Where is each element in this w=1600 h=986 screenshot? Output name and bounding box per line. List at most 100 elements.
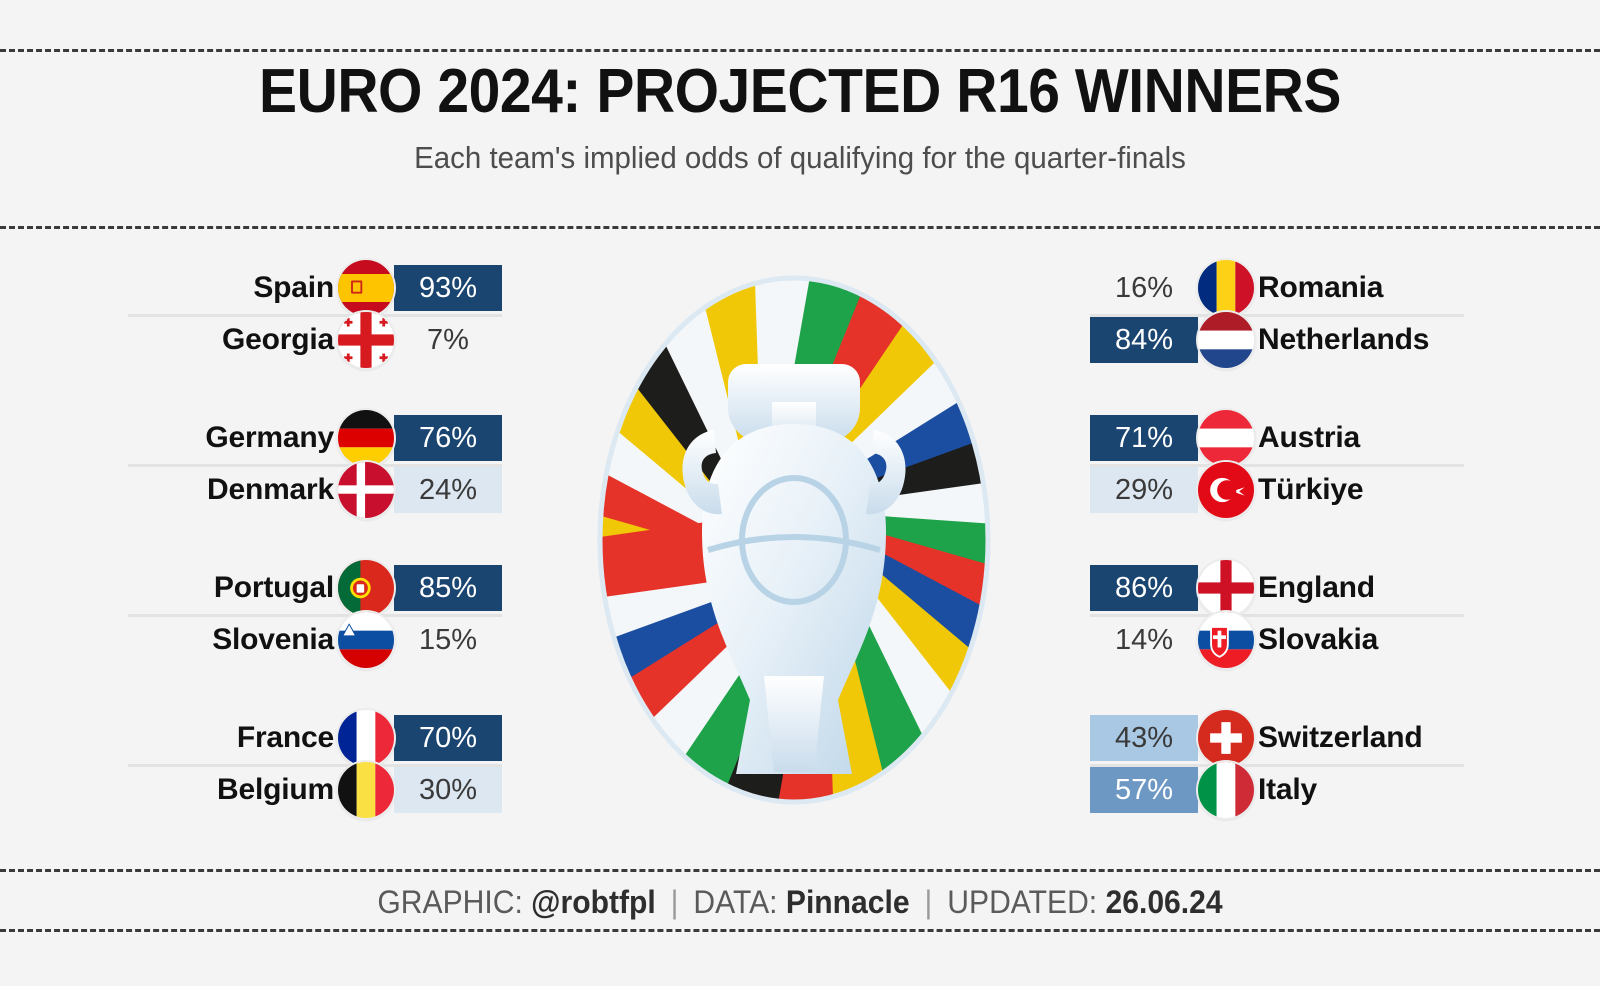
team-row[interactable]: 14% Slovakia (1090, 612, 1470, 668)
divider-top (0, 49, 1600, 52)
footer-separator-2: | (924, 884, 933, 920)
flag-tr-icon (1198, 462, 1254, 518)
odds-bar-cell: 93% (394, 265, 502, 311)
flag-si-icon (338, 612, 394, 668)
team-row[interactable]: 70% France (122, 710, 502, 766)
odds-bar (1090, 317, 1198, 363)
match-pair: 86% England 14% Slovakia (1090, 560, 1470, 668)
odds-bar (1090, 565, 1198, 611)
flag-it-icon (1198, 762, 1254, 818)
team-name: Romania (1258, 271, 1384, 304)
odds-value: 7% (427, 323, 469, 356)
match-separator (1090, 314, 1464, 317)
team-name: Slovenia (212, 623, 334, 656)
team-row[interactable]: 24% Denmark (122, 462, 502, 518)
odds-value: 43% (1114, 721, 1174, 754)
team-name: England (1258, 571, 1375, 604)
team-name: Portugal (213, 571, 334, 604)
team-row[interactable]: 30% Belgium (122, 762, 502, 818)
flag-pt-icon (338, 560, 394, 616)
team-name: Austria (1258, 421, 1360, 454)
odds-bar-cell: 86% (1090, 565, 1198, 611)
odds-value: 71% (1114, 421, 1174, 454)
team-name: Türkiye (1258, 473, 1364, 506)
team-name: France (236, 721, 334, 754)
footer-separator-1: | (670, 884, 679, 920)
flag-be-icon (338, 762, 394, 818)
flag-fr-icon (338, 710, 394, 766)
team-row[interactable]: 93% Spain (122, 260, 502, 316)
flag-de-icon (338, 410, 394, 466)
match-pair: 70% France 30% Belgium (122, 710, 502, 818)
odds-value: 14% (1114, 623, 1174, 656)
footer-updated-value: 26.06.24 (1105, 884, 1223, 920)
odds-bar-cell: 84% (1090, 317, 1198, 363)
match-pair: 71% Austria 29% Türkiye (1090, 410, 1470, 518)
flag-ch-icon (1198, 710, 1254, 766)
match-pair: 76% Germany 24% Denmark (122, 410, 502, 518)
team-row[interactable]: 76% Germany (122, 410, 502, 466)
flag-dk-icon (338, 462, 394, 518)
team-row[interactable]: 43% Switzerland (1090, 710, 1470, 766)
odds-value: 29% (1114, 473, 1174, 506)
team-row[interactable]: 29% Türkiye (1090, 462, 1470, 518)
odds-value: 16% (1114, 271, 1174, 304)
odds-bar-cell: 70% (394, 715, 502, 761)
team-row[interactable]: 85% Portugal (122, 560, 502, 616)
team-row[interactable]: 16% Romania (1090, 260, 1470, 316)
match-separator (128, 764, 502, 767)
odds-bar (1090, 467, 1198, 513)
odds-value: 24% (418, 473, 478, 506)
match-pair: 16% Romania 84% Netherlands (1090, 260, 1470, 368)
team-row[interactable]: 84% Netherlands (1090, 312, 1470, 368)
odds-bar (394, 415, 502, 461)
match-pair: 43% Switzerland 57% Italy (1090, 710, 1470, 818)
flag-es-icon (338, 260, 394, 316)
team-name: Italy (1258, 773, 1318, 806)
team-name: Belgium (217, 773, 334, 806)
team-row[interactable]: 7% Georgia (122, 312, 502, 368)
team-name: Georgia (222, 323, 334, 356)
flag-at-icon (1198, 410, 1254, 466)
odds-bar-cell: 15% (394, 617, 502, 663)
odds-bar-cell: 71% (1090, 415, 1198, 461)
divider-header-bottom (0, 226, 1600, 229)
odds-bar-cell: 7% (394, 317, 502, 363)
team-row[interactable]: 71% Austria (1090, 410, 1470, 466)
team-name: Germany (205, 421, 334, 454)
flag-en-icon (1198, 560, 1254, 616)
header: EURO 2024: PROJECTED R16 WINNERS Each te… (0, 57, 1600, 176)
odds-value: 57% (1114, 773, 1174, 806)
odds-bar-cell: 16% (1090, 265, 1198, 311)
match-separator (1090, 614, 1464, 617)
footer-data-value: Pinnacle (785, 884, 910, 920)
odds-value: 84% (1114, 323, 1174, 356)
team-row[interactable]: 15% Slovenia (122, 612, 502, 668)
page-title: EURO 2024: PROJECTED R16 WINNERS (258, 57, 1341, 126)
divider-bottom (0, 929, 1600, 932)
footer-credits: GRAPHIC: @robtfpl | DATA: Pinnacle | UPD… (48, 884, 1552, 921)
match-separator (128, 314, 502, 317)
team-name: Netherlands (1258, 323, 1430, 356)
footer-graphic-value: @robtfpl (531, 884, 656, 920)
match-pair: 93% Spain 7% Georgia (122, 260, 502, 368)
team-row[interactable]: 86% England (1090, 560, 1470, 616)
match-separator (1090, 464, 1464, 467)
odds-bar-cell: 30% (394, 767, 502, 813)
match-pair: 85% Portugal 15% Slovenia (122, 560, 502, 668)
odds-value: 86% (1114, 571, 1174, 604)
odds-bar-cell: 29% (1090, 467, 1198, 513)
left-bracket-column: 93% Spain 7% Georgia 76% Germany 24% Denmark 85%… (122, 260, 502, 818)
odds-bar (394, 265, 502, 311)
odds-value: 76% (418, 421, 478, 454)
odds-bar-cell: 14% (1090, 617, 1198, 663)
team-row[interactable]: 57% Italy (1090, 762, 1470, 818)
odds-bar (1090, 767, 1198, 813)
team-name: Denmark (207, 473, 334, 506)
odds-value: 30% (418, 773, 478, 806)
odds-bar (394, 565, 502, 611)
odds-bar (1090, 415, 1198, 461)
odds-bar (394, 767, 502, 813)
odds-bar (394, 467, 502, 513)
odds-bar (394, 715, 502, 761)
